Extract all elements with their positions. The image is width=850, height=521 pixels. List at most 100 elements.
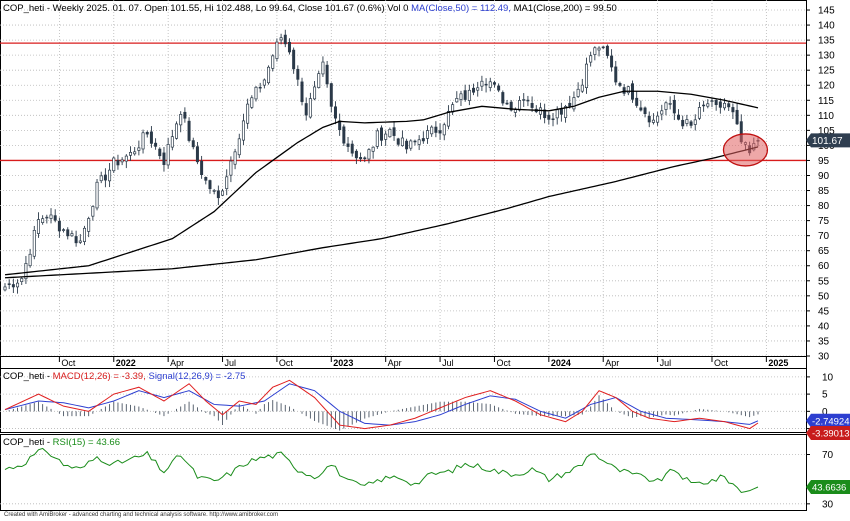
ma200-line [4, 146, 759, 279]
candle-body [438, 130, 442, 134]
candle-body [112, 157, 116, 172]
candle-body [702, 104, 706, 107]
candle-body [313, 86, 317, 100]
candle-body [342, 126, 346, 144]
candle-body [472, 87, 476, 93]
candle-body [589, 55, 593, 63]
candle-body [413, 140, 417, 143]
candle-body [656, 115, 660, 123]
candle-body [11, 284, 15, 288]
price-tick-label: 75 [818, 216, 830, 227]
candle-body [731, 107, 735, 113]
candle-body [254, 86, 258, 100]
candle-body [191, 140, 195, 148]
candle-body [710, 100, 714, 102]
price-tick-label: 135 [818, 36, 835, 47]
candle-body [129, 152, 132, 156]
candle-body [237, 138, 241, 156]
candle-body [154, 142, 158, 147]
candle-body [543, 109, 547, 119]
candle-body [103, 174, 107, 181]
price-tick-label: 110 [818, 111, 834, 122]
candle-body [36, 219, 40, 234]
candle-body [225, 176, 229, 189]
candle-body [158, 148, 162, 157]
candle-body [572, 97, 576, 110]
last-price-tag-bg [806, 133, 850, 148]
candle-body [120, 159, 124, 163]
candle-body [635, 97, 639, 106]
candle-body [593, 47, 597, 55]
price-tick-label: 55 [818, 276, 830, 287]
candle-body [283, 34, 287, 45]
candle-body [82, 227, 86, 242]
candle-body [480, 80, 484, 87]
rsi-panel: 30 70 43.6636 COP_heti - RSI(15) = 43.66 [0, 434, 850, 511]
candle-body [693, 119, 697, 125]
rsi-header-value: RSI(15) = 43.66 [53, 437, 120, 448]
candle-body [300, 81, 304, 103]
candle-body [250, 97, 254, 108]
date-label: Apr [388, 358, 402, 368]
candle-body [380, 127, 383, 141]
candle-body [522, 99, 526, 101]
price-tick-label: 30 [818, 352, 830, 363]
candle-body [509, 101, 513, 111]
candle-body [95, 181, 99, 209]
candle-body [400, 137, 404, 147]
price-tick-label: 60 [818, 261, 830, 272]
candle-body [204, 176, 208, 181]
candle-body [614, 66, 618, 83]
candle-body [321, 61, 325, 75]
candle-body [216, 190, 220, 199]
candle-body [677, 114, 681, 120]
price-tick-label: 145 [818, 6, 835, 17]
candle-body [492, 82, 496, 85]
candle-body [597, 47, 601, 51]
candle-body [141, 132, 145, 150]
macd-value-label: -3.39013 [812, 429, 850, 440]
candle-body [296, 68, 300, 80]
candle-body [388, 128, 392, 138]
macd-header-ticker: COP_heti [3, 371, 44, 382]
candle-body [179, 114, 183, 126]
candle-body [208, 180, 212, 190]
candle-body [727, 103, 731, 108]
candle-body [367, 149, 371, 160]
candle-body [568, 102, 572, 107]
candle-body [308, 98, 312, 118]
candle-body [681, 119, 685, 127]
candle-body [718, 101, 722, 108]
macd-tick-label: 0 [822, 407, 828, 418]
signal-line [4, 383, 759, 426]
candle-body [124, 155, 128, 162]
macd-line [4, 379, 759, 430]
macd-value-tag-bg [806, 426, 850, 441]
candle-body [32, 229, 36, 257]
price-tick-label: 130 [818, 51, 835, 62]
candle-body [70, 233, 74, 237]
candle-body [20, 278, 24, 282]
macd-tick-label: 10 [822, 372, 834, 383]
candle-body [16, 282, 20, 288]
candle-body [78, 240, 82, 243]
candle-body [488, 81, 492, 88]
candle-body [221, 190, 225, 196]
candle-body [442, 124, 446, 136]
date-label: Oct [714, 358, 729, 368]
price-tick-label: 95 [818, 156, 830, 167]
candle-body [162, 152, 166, 165]
candle-body [647, 115, 651, 123]
candle-body [689, 121, 693, 126]
candle-body [501, 92, 505, 104]
candle-body [74, 236, 78, 244]
candle-body [576, 88, 580, 97]
candle-body [371, 146, 375, 152]
candle-body [317, 73, 321, 88]
candle-body [267, 66, 271, 84]
candle-body [346, 143, 350, 147]
candle-body [375, 130, 379, 147]
candle-body [651, 119, 655, 123]
